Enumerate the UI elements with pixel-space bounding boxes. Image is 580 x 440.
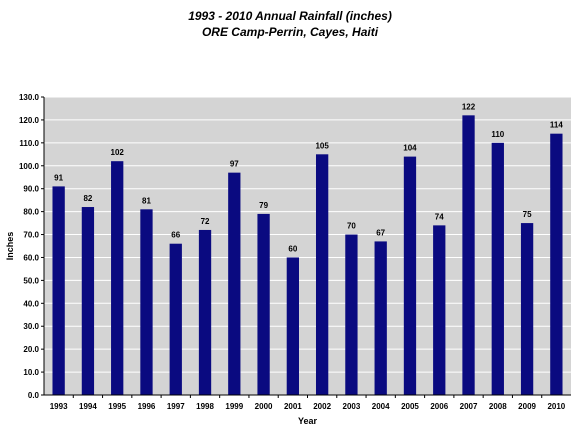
x-tick-label: 2010 xyxy=(547,402,565,411)
x-tick-label: 2001 xyxy=(284,402,302,411)
y-tick-labels: 0.0 10.0 20.0 30.0 40.0 50.0 60.0 70.0 80.0 90.0 1… xyxy=(19,93,44,400)
x-tick-label: 2005 xyxy=(401,402,419,411)
bar xyxy=(111,161,124,395)
chart-title: 1993 - 2010 Annual Rainfall (inches) xyxy=(188,9,392,23)
data-label: 66 xyxy=(171,231,180,240)
y-tick-label: 20.0 xyxy=(23,345,39,354)
x-tick-label: 2004 xyxy=(372,402,390,411)
data-labels: 91 82 102 81 66 72 97 79 60 105 70 67 104 74 122 110 75 1… xyxy=(54,102,563,253)
x-tick-label: 2000 xyxy=(255,402,273,411)
x-tick-label: 1994 xyxy=(79,402,97,411)
y-tick-label: 70.0 xyxy=(23,231,39,240)
data-label: 122 xyxy=(462,102,476,111)
bar xyxy=(374,241,387,395)
y-tick-label: 60.0 xyxy=(23,253,39,262)
chart-subtitle: ORE Camp-Perrin, Cayes, Haiti xyxy=(201,25,379,39)
plot-area xyxy=(44,97,571,395)
data-label: 70 xyxy=(347,222,356,231)
data-label: 104 xyxy=(403,144,417,153)
y-tick-label: 50.0 xyxy=(23,276,39,285)
data-label: 75 xyxy=(523,210,532,219)
y-tick-label: 40.0 xyxy=(23,299,39,308)
x-tick-label: 1995 xyxy=(108,402,126,411)
bar xyxy=(315,154,329,395)
x-tick-label: 2008 xyxy=(489,402,507,411)
data-label: 67 xyxy=(376,228,385,237)
y-tick-label: 110.0 xyxy=(19,139,39,148)
x-tick-label: 1997 xyxy=(167,402,185,411)
y-tick-label: 0.0 xyxy=(28,391,40,400)
data-label: 72 xyxy=(201,217,210,226)
bar xyxy=(169,243,182,395)
y-tick-label: 80.0 xyxy=(23,208,39,217)
bar xyxy=(140,209,153,395)
x-tick-label: 1999 xyxy=(225,402,243,411)
data-label: 97 xyxy=(230,160,239,169)
y-tick-label: 10.0 xyxy=(23,368,39,377)
x-tick-label: 2009 xyxy=(518,402,536,411)
y-tick-label: 30.0 xyxy=(23,322,39,331)
y-tick-label: 100.0 xyxy=(19,162,40,171)
bar xyxy=(403,156,417,395)
bar xyxy=(433,225,446,395)
data-label: 81 xyxy=(142,196,151,205)
bar xyxy=(345,234,358,395)
y-axis-label: Inches xyxy=(5,232,15,261)
data-label: 91 xyxy=(54,173,63,182)
x-tick-label: 2003 xyxy=(343,402,361,411)
data-label: 74 xyxy=(435,212,444,221)
x-tick-label: 1996 xyxy=(138,402,156,411)
y-tick-label: 90.0 xyxy=(23,185,39,194)
y-tick-label: 120.0 xyxy=(19,116,40,125)
x-tick-labels: 1993 1994 1995 1996 1997 1998 1999 2000 2001 2002… xyxy=(50,395,566,411)
x-tick-label: 1998 xyxy=(196,402,214,411)
x-tick-label: 1993 xyxy=(50,402,68,411)
bar xyxy=(52,186,65,395)
x-axis-label: Year xyxy=(298,416,318,426)
bar xyxy=(198,229,212,395)
data-label: 82 xyxy=(83,194,92,203)
data-label: 110 xyxy=(491,130,504,139)
y-tick-label: 130.0 xyxy=(19,93,40,102)
bar xyxy=(257,213,270,395)
x-tick-label: 2007 xyxy=(460,402,478,411)
data-label: 60 xyxy=(288,244,297,253)
bar xyxy=(286,257,300,395)
data-label: 102 xyxy=(111,148,125,157)
gridlines xyxy=(44,96,571,373)
data-label: 105 xyxy=(315,141,329,150)
bar xyxy=(491,142,504,395)
bar xyxy=(462,115,475,395)
data-label: 79 xyxy=(259,201,268,210)
x-tick-label: 2002 xyxy=(313,402,331,411)
bar xyxy=(228,172,241,395)
bar xyxy=(550,133,563,395)
bars xyxy=(52,115,563,395)
x-tick-label: 2006 xyxy=(430,402,448,411)
bar xyxy=(520,223,534,395)
bar xyxy=(81,207,95,395)
data-label: 114 xyxy=(550,121,563,130)
